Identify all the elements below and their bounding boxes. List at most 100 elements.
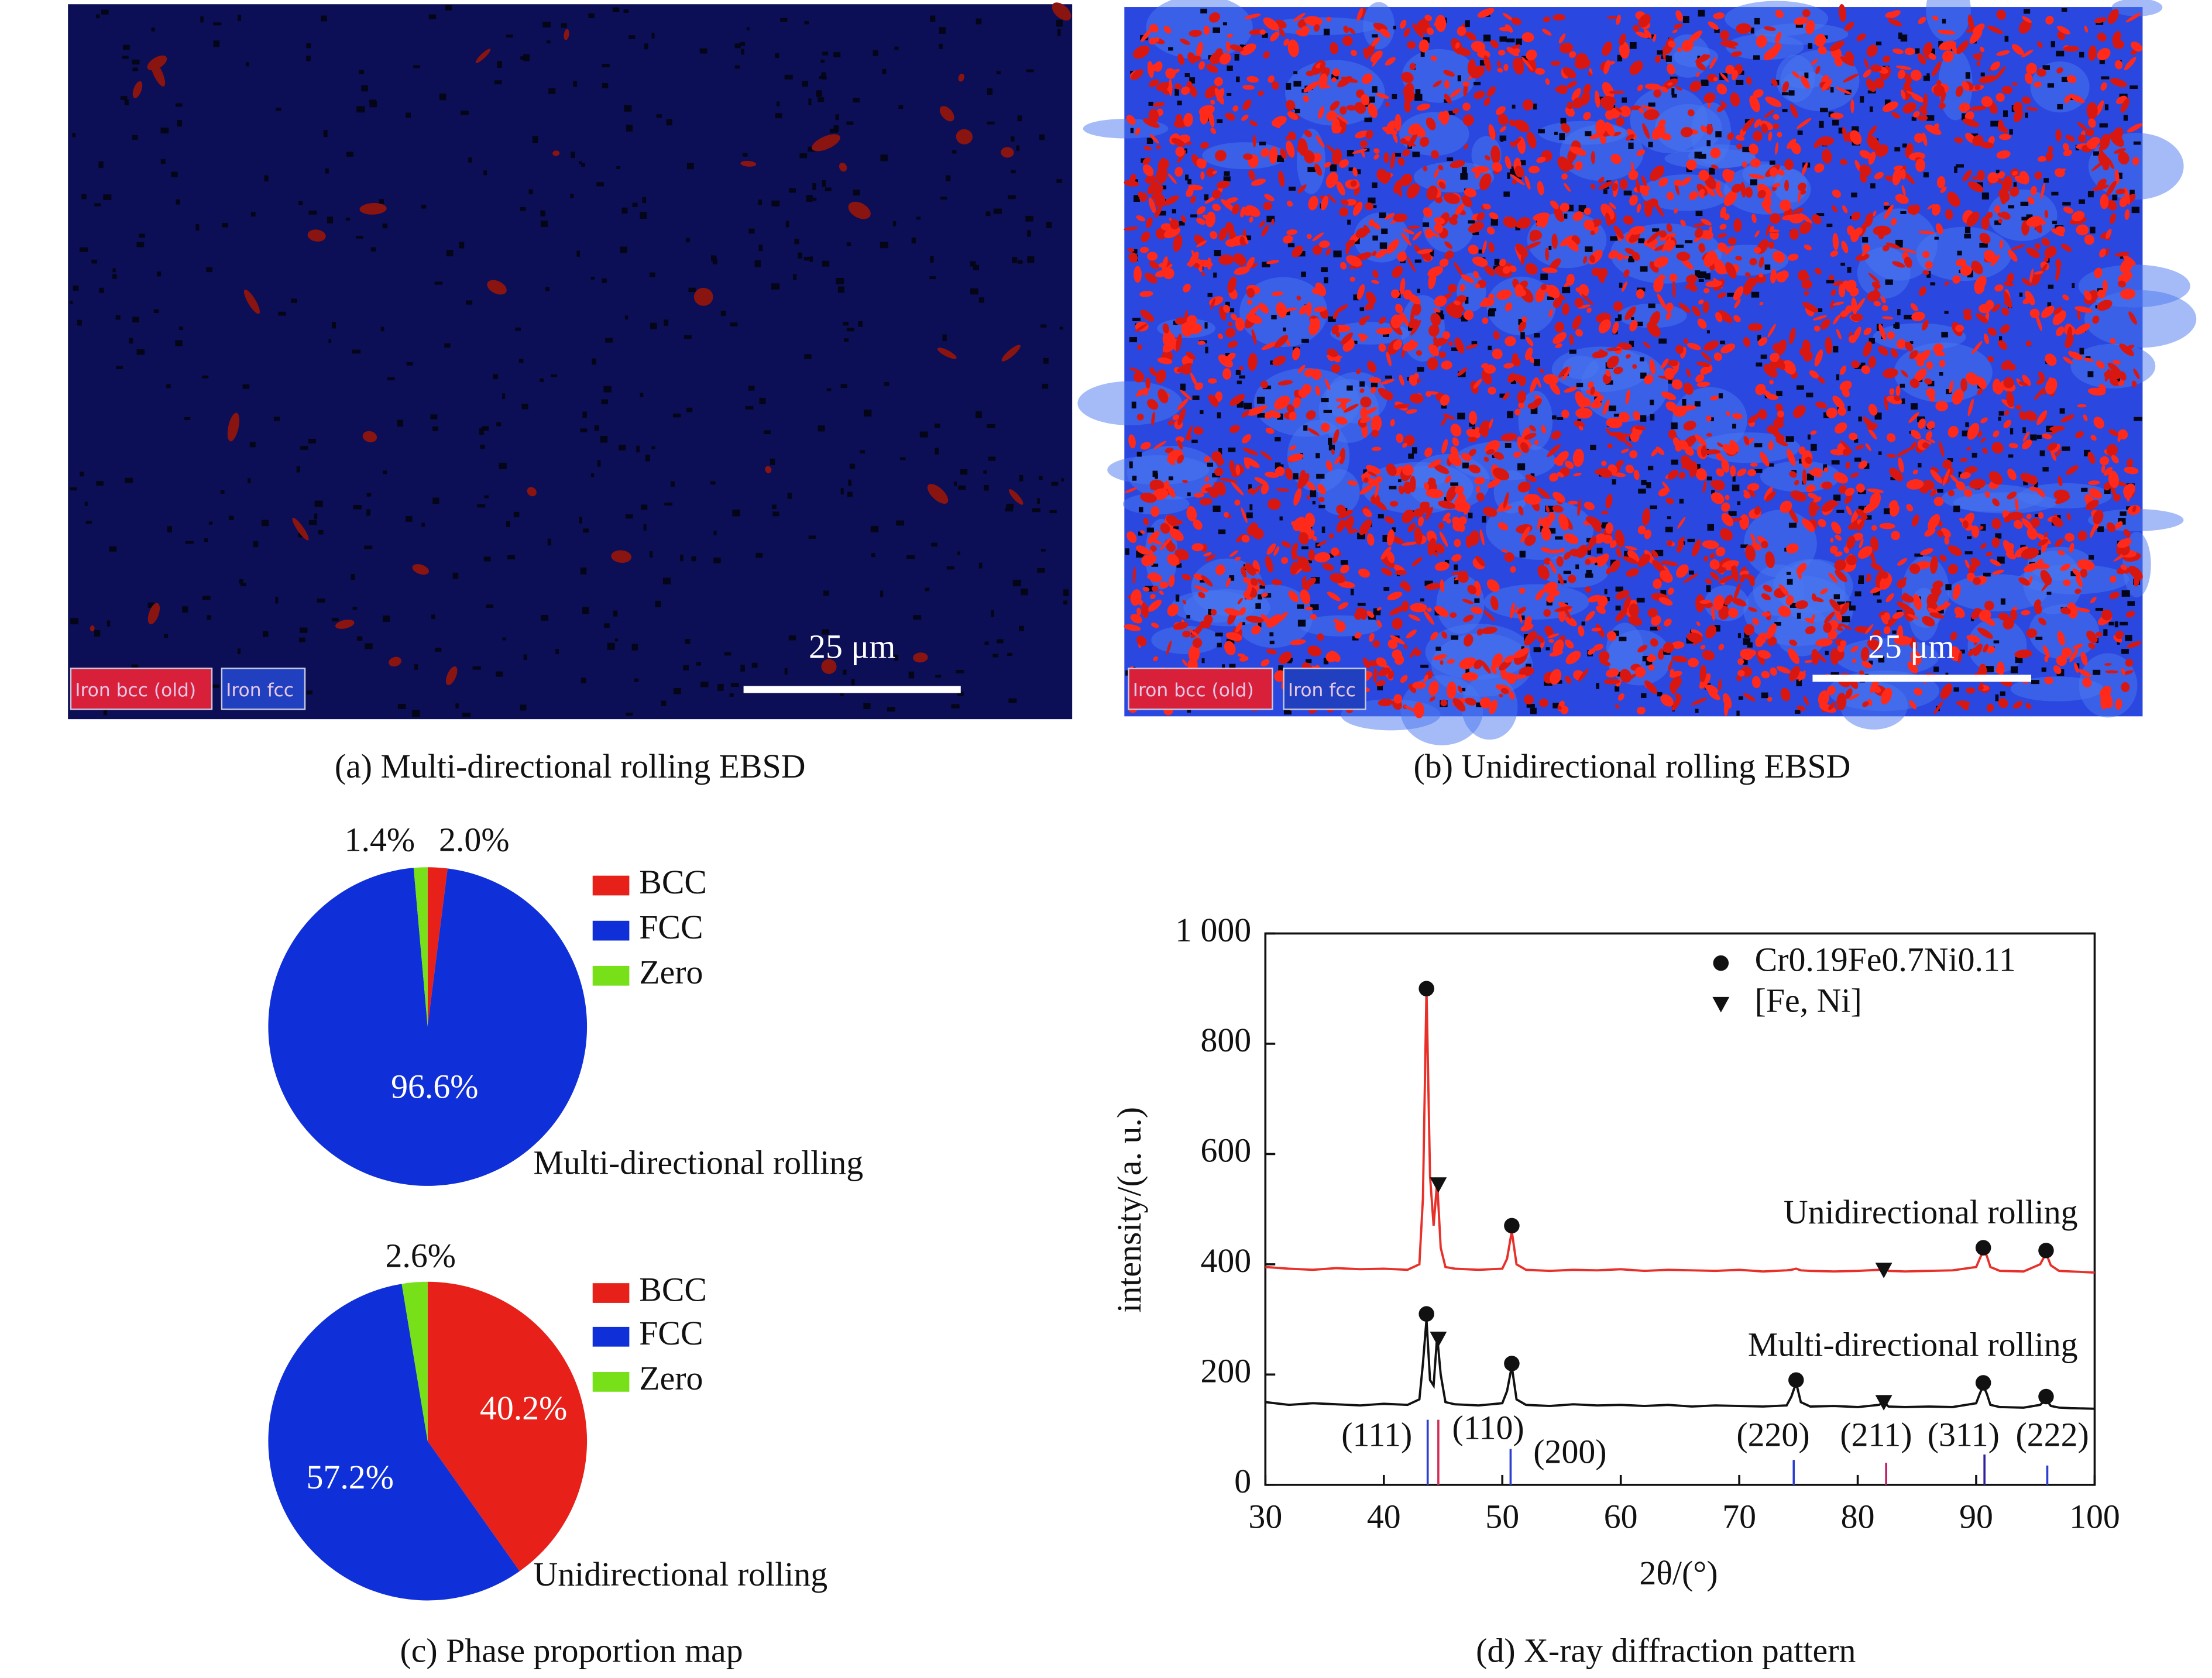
texture	[1192, 396, 1200, 400]
texture	[1932, 204, 1941, 216]
texture	[1884, 99, 1891, 107]
texture	[1276, 302, 1287, 318]
texture	[1235, 369, 1241, 375]
texture	[571, 152, 575, 159]
texture	[362, 431, 377, 442]
texture	[1704, 185, 1716, 197]
texture	[1530, 473, 1535, 478]
texture	[1646, 659, 1653, 666]
legend-label: Iron fcc	[1288, 680, 1356, 701]
texture	[1683, 16, 1689, 23]
texture	[2020, 201, 2029, 206]
legend-label: Cr0.19Fe0.7Ni0.11	[1755, 940, 2016, 978]
texture	[603, 386, 612, 393]
texture	[713, 557, 721, 563]
texture	[2036, 435, 2042, 439]
texture	[213, 40, 220, 47]
texture	[2003, 281, 2014, 287]
texture	[751, 662, 758, 668]
legend-label: BCC	[639, 863, 707, 901]
texture	[1347, 150, 1354, 157]
texture	[1262, 33, 1268, 38]
texture	[132, 81, 143, 98]
texture	[1204, 456, 1210, 463]
texture	[650, 322, 657, 329]
texture	[1627, 550, 1640, 563]
texture	[603, 623, 610, 628]
texture	[1153, 441, 1167, 449]
texture	[222, 223, 228, 228]
texture	[1895, 241, 1903, 247]
texture	[1533, 359, 1541, 366]
texture	[1400, 675, 1483, 745]
texture	[1507, 172, 1510, 179]
texture	[1750, 27, 1754, 34]
texture	[1479, 60, 1488, 66]
texture	[1836, 510, 1845, 514]
texture	[776, 101, 780, 106]
texture	[166, 384, 171, 388]
texture	[132, 135, 138, 140]
texture	[2079, 348, 2084, 355]
texture	[201, 375, 209, 379]
texture	[1706, 432, 1712, 437]
texture	[1640, 372, 1647, 379]
texture	[1274, 396, 1290, 410]
texture	[919, 431, 928, 438]
value-label: 2.6%	[385, 1236, 455, 1274]
texture	[699, 48, 707, 54]
texture	[1077, 381, 1183, 425]
texture	[1324, 277, 1328, 284]
texture	[793, 274, 797, 280]
texture	[253, 541, 259, 548]
texture	[1185, 174, 1189, 181]
texture	[497, 61, 502, 68]
texture	[1695, 211, 1703, 216]
texture	[1548, 246, 1552, 250]
texture	[1168, 47, 1173, 51]
texture	[357, 636, 363, 641]
texture	[1444, 99, 1448, 103]
texture	[812, 134, 840, 152]
texture	[1042, 383, 1049, 389]
texture	[576, 250, 580, 257]
texture	[1694, 152, 1702, 159]
texture	[1940, 683, 1953, 700]
texture	[1008, 489, 1023, 505]
series-label: Multi-directional rolling	[1748, 1325, 2078, 1363]
texture	[431, 614, 435, 620]
texture	[434, 648, 442, 652]
texture	[327, 216, 334, 223]
texture	[455, 703, 459, 709]
texture	[352, 349, 361, 354]
marker	[2038, 1243, 2054, 1259]
texture	[487, 280, 507, 295]
texture	[1682, 398, 1687, 406]
texture	[1849, 605, 1856, 611]
texture	[81, 194, 87, 200]
texture	[1200, 410, 1204, 414]
texture	[2090, 226, 2096, 233]
texture	[1926, 73, 1930, 81]
texture	[664, 319, 669, 326]
texture	[935, 675, 942, 678]
texture	[1323, 410, 1332, 413]
texture	[1647, 466, 1654, 470]
texture	[1208, 608, 1212, 616]
texture	[1369, 96, 1375, 103]
texture	[1710, 147, 1721, 159]
texture	[1946, 389, 1952, 394]
texture	[2004, 36, 2009, 42]
texture	[1049, 510, 1057, 514]
texture	[1806, 473, 1814, 481]
texture	[1348, 167, 1354, 171]
texture	[1830, 545, 1838, 554]
legend-box	[221, 668, 306, 710]
texture	[771, 504, 777, 509]
texture	[412, 710, 420, 717]
texture	[227, 412, 240, 442]
texture	[945, 175, 951, 181]
texture	[1462, 462, 1469, 469]
texture	[2050, 41, 2056, 47]
texture	[1851, 192, 1857, 198]
